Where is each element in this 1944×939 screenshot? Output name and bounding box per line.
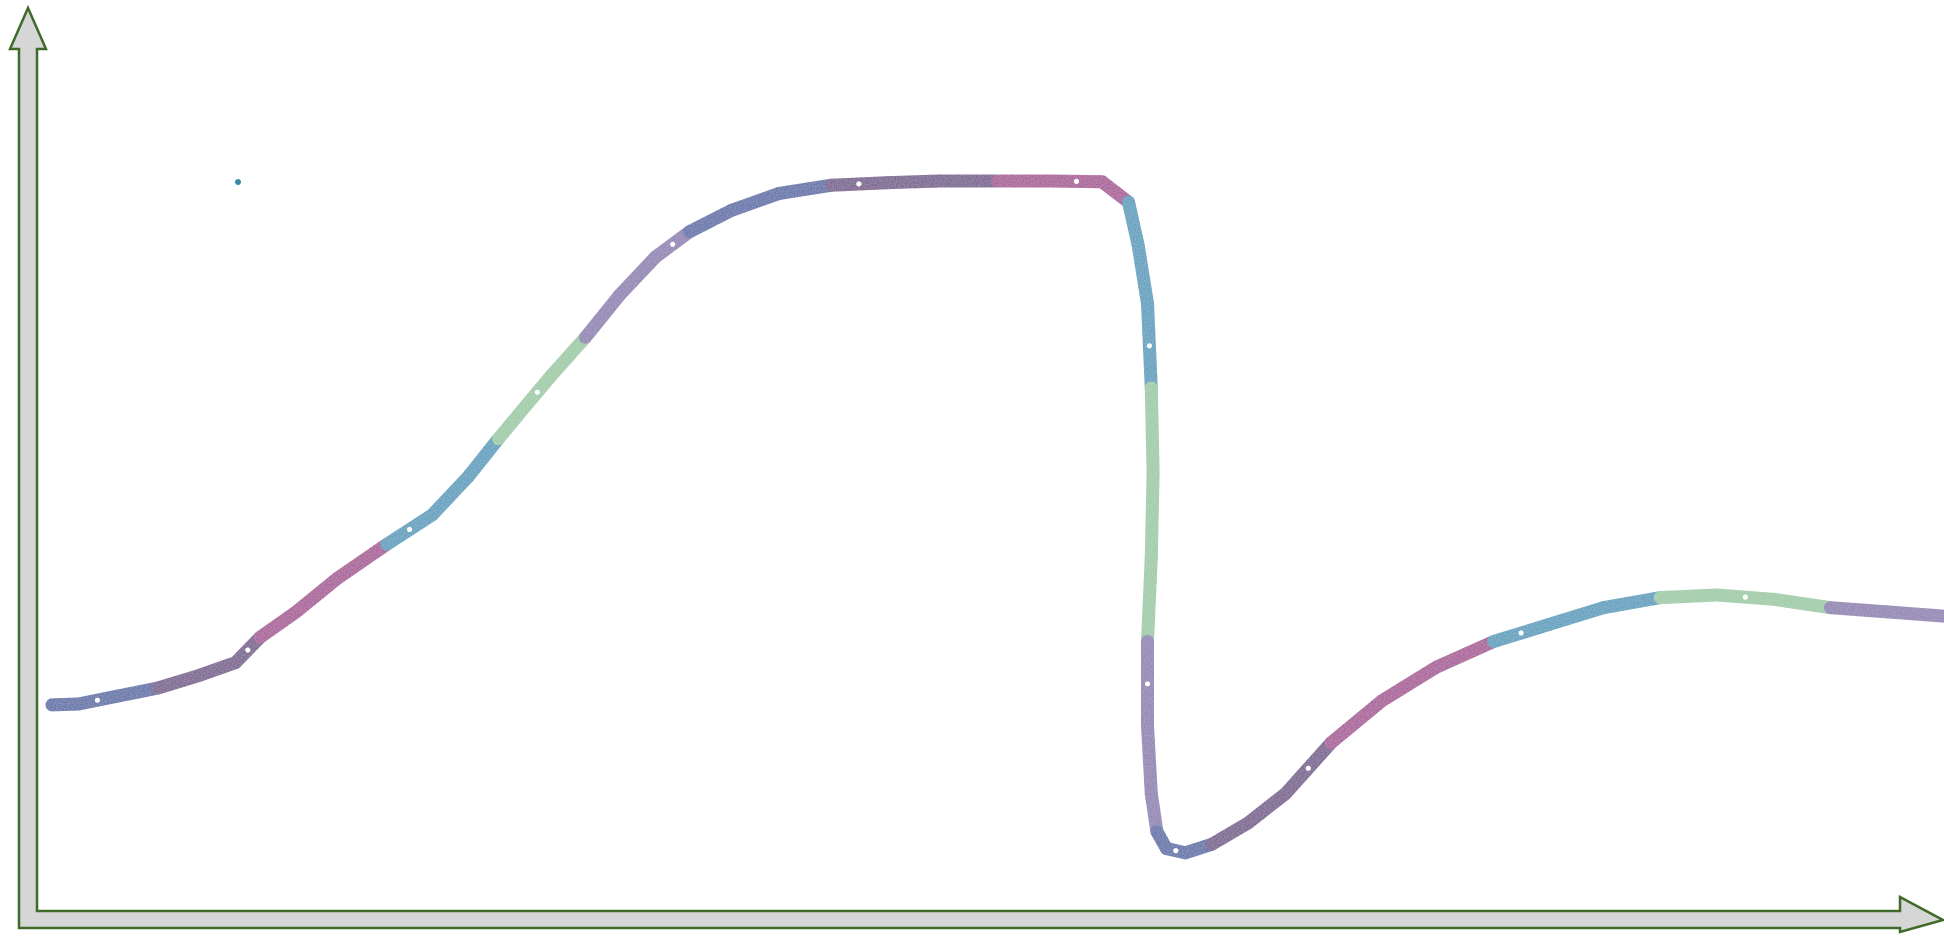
series-0-sparkle-49 [1742,594,1748,600]
series-0-segment-48 [1653,588,1724,605]
series-0-sparkle-25 [1073,178,1080,184]
series-0-segment-8 [331,537,394,585]
series-0-segment-20 [772,178,838,201]
stray-dot [235,179,241,185]
series-0-sparkle-1 [94,697,100,703]
series-0-segment-16 [613,250,662,302]
series-0-sparkle-45 [1518,630,1524,636]
series-0-segment-6 [253,605,303,644]
series-0-segment-30 [1144,381,1160,479]
series-0-segment-15 [579,288,627,344]
series-0-segment-28 [1131,237,1154,310]
series-0-segment-11 [461,432,505,484]
series-0-sparkle-17 [670,241,676,247]
series-0-segment-34 [1141,719,1158,801]
series-0-segment-43 [1375,660,1444,708]
series-0-sparkle-9 [407,526,413,533]
series-0-segment-50 [1767,592,1837,615]
series-0-segment-44 [1430,635,1501,674]
series-0-sparkle-37 [1173,848,1179,854]
series-0-segment-31 [1144,466,1160,564]
series-0-sparkle-29 [1146,343,1152,349]
series-0-segment-10 [425,470,475,522]
series-0-segment-27 [1122,195,1145,251]
series-0-segment-52 [1880,605,1944,623]
series-0-sparkle-21 [856,181,862,187]
series-0-segment-32 [1141,550,1158,648]
series-0-segment-22 [879,174,946,190]
series-0-sparkle-5 [245,647,251,653]
series-0-segment-2 [109,681,165,703]
series-0-segment-42 [1324,694,1389,750]
series-0-segment-18 [683,204,738,239]
y-axis-arrow [8,4,1944,934]
series-0-sparkle-33 [1144,681,1151,687]
series-0-sparkle-41 [1305,765,1311,771]
series-0-sparkle-13 [534,389,540,395]
series-0-segment-7 [289,571,345,619]
series-0-segment-19 [724,187,785,217]
series-group [45,174,1944,860]
series-0-segment-46 [1542,601,1610,632]
series-0-segment-3 [151,668,207,695]
series-0-segment-40 [1241,787,1293,830]
series-0-segment-14 [545,330,592,382]
series-0-segment-47 [1596,591,1667,615]
series-0-segment-51 [1824,601,1894,619]
series-0-segment-39 [1205,816,1255,851]
sparkle-group [94,178,1748,854]
